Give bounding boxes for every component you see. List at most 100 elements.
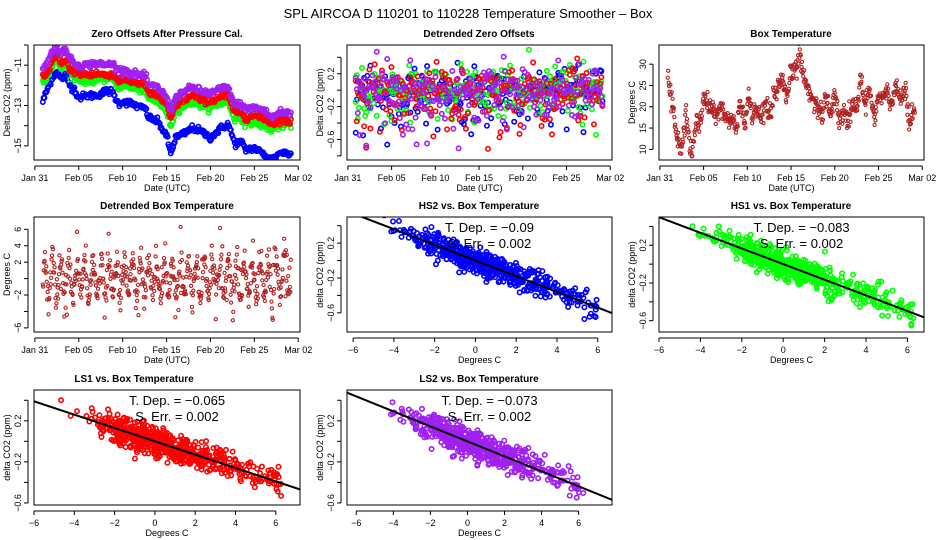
point-temperature bbox=[277, 302, 282, 308]
point-LS2 bbox=[373, 48, 380, 55]
point-HS1 bbox=[759, 242, 766, 249]
point-temperature bbox=[673, 122, 678, 127]
point-temperature bbox=[104, 298, 109, 303]
point-temperature bbox=[196, 266, 201, 271]
point-temperature bbox=[135, 289, 140, 294]
point-HS1 bbox=[689, 223, 696, 230]
point-LS2 bbox=[414, 90, 421, 97]
point-LS1 bbox=[552, 76, 559, 83]
point-temperature bbox=[143, 288, 149, 293]
point-temperature bbox=[260, 278, 265, 283]
point-temperature bbox=[88, 282, 93, 287]
point-LS1 bbox=[202, 444, 209, 451]
point-HS1 bbox=[445, 107, 452, 114]
point-temperature bbox=[56, 282, 61, 288]
plot-frame bbox=[658, 44, 925, 161]
point-temperature bbox=[263, 289, 268, 295]
point-LS2 bbox=[431, 87, 438, 94]
point-LS2 bbox=[454, 75, 461, 82]
point-LS2 bbox=[408, 95, 415, 102]
point-temperature bbox=[137, 270, 142, 275]
point-HS2 bbox=[576, 292, 583, 299]
point-temperature bbox=[803, 78, 809, 83]
point-temperature bbox=[265, 269, 270, 274]
point-temperature bbox=[255, 291, 260, 297]
point-temperature bbox=[235, 282, 241, 287]
point-HS2 bbox=[528, 287, 535, 294]
point-temperature bbox=[801, 74, 806, 79]
x-tick-label: Feb 05 bbox=[65, 173, 93, 183]
point-temperature bbox=[217, 225, 223, 231]
point-HS1 bbox=[828, 291, 835, 298]
point-LS2 bbox=[356, 132, 363, 139]
point-LS1 bbox=[353, 118, 360, 125]
point-LS1 bbox=[376, 128, 383, 135]
point-HS1 bbox=[850, 271, 857, 278]
point-temperature bbox=[901, 85, 907, 90]
point-temperature bbox=[64, 312, 70, 317]
point-HS2 bbox=[468, 131, 475, 138]
x-tick-label: Feb 20 bbox=[821, 173, 849, 183]
point-LS1 bbox=[546, 116, 553, 123]
point-temperature bbox=[167, 294, 172, 300]
x-tick-label: Feb 15 bbox=[153, 173, 181, 183]
point-LS1 bbox=[531, 76, 538, 83]
point-HS1 bbox=[507, 62, 514, 69]
point-HS2 bbox=[509, 275, 516, 282]
point-LS2 bbox=[458, 68, 465, 75]
x-axis-label: Date (UTC) bbox=[768, 183, 814, 193]
point-HS2 bbox=[536, 69, 543, 76]
data-points bbox=[659, 217, 924, 329]
point-HS1 bbox=[580, 58, 587, 65]
point-temperature bbox=[870, 103, 875, 108]
point-LS2 bbox=[440, 84, 447, 91]
point-temperature bbox=[739, 110, 744, 115]
point-temperature bbox=[909, 112, 914, 118]
point-temperature bbox=[796, 61, 801, 66]
point-temperature bbox=[51, 260, 56, 266]
point-temperature bbox=[149, 271, 155, 277]
point-temperature bbox=[53, 305, 59, 310]
point-HS2 bbox=[434, 257, 441, 264]
point-temperature bbox=[160, 278, 166, 284]
point-temperature bbox=[856, 94, 861, 100]
point-temperature bbox=[83, 243, 88, 248]
point-temperature bbox=[48, 275, 54, 281]
point-temperature bbox=[905, 112, 910, 117]
point-temperature bbox=[124, 283, 129, 288]
y-tick-label: −0.2 bbox=[326, 269, 336, 287]
point-temperature bbox=[261, 282, 266, 288]
point-temperature bbox=[840, 121, 845, 126]
y-tick-label: −2 bbox=[13, 290, 23, 300]
x-tick-label: Feb 10 bbox=[733, 173, 761, 183]
point-HS1 bbox=[537, 102, 544, 109]
point-temperature bbox=[200, 270, 206, 275]
point-temperature bbox=[134, 293, 139, 298]
point-HS1 bbox=[875, 278, 882, 285]
point-temperature bbox=[98, 263, 103, 268]
point-temperature bbox=[74, 229, 80, 234]
y-tick-label: 20 bbox=[638, 102, 648, 112]
point-LS1 bbox=[361, 123, 368, 130]
x-tick-label: Feb 05 bbox=[378, 173, 406, 183]
point-temperature bbox=[209, 243, 214, 248]
point-temperature bbox=[879, 101, 884, 106]
point-temperature bbox=[775, 77, 781, 83]
point-temperature bbox=[855, 103, 860, 109]
point-LS2 bbox=[597, 85, 604, 92]
point-temperature bbox=[58, 286, 63, 291]
point-temperature bbox=[84, 273, 89, 278]
point-HS1 bbox=[727, 234, 734, 241]
point-temperature bbox=[177, 269, 182, 274]
x-tick-label: Mar 02 bbox=[908, 173, 936, 183]
point-LS1 bbox=[73, 408, 80, 415]
point-LS2 bbox=[509, 104, 516, 111]
point-LS2 bbox=[377, 82, 384, 89]
point-temperature bbox=[175, 277, 180, 283]
point-temperature bbox=[140, 277, 146, 282]
point-HS1 bbox=[726, 227, 733, 234]
point-temperature bbox=[209, 252, 214, 257]
point-temperature bbox=[131, 257, 136, 262]
point-temperature bbox=[99, 251, 104, 256]
